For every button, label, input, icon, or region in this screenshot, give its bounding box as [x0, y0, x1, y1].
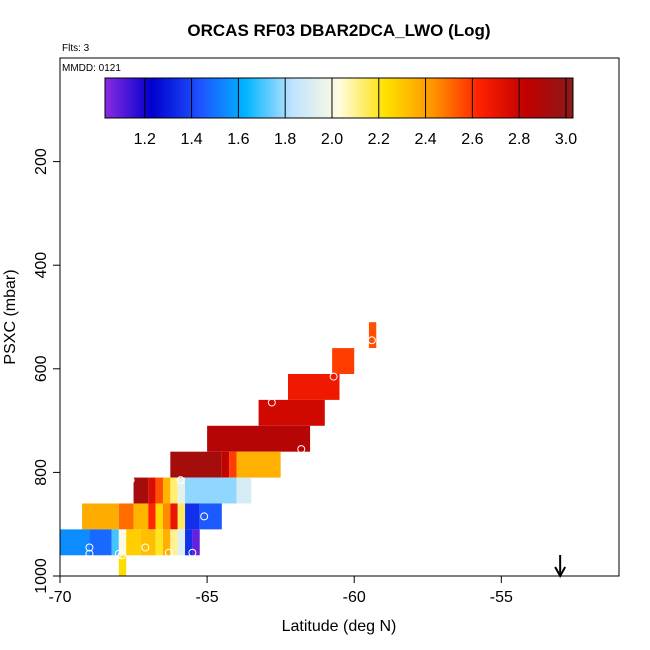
flight-marker: [188, 548, 197, 557]
y-tick-label: 1000: [33, 558, 50, 594]
colorbar-tick-label: 1.6: [227, 131, 249, 148]
heatmap-cell: [170, 477, 178, 504]
heatmap-cell: [118, 529, 127, 556]
heatmap-cell: [170, 503, 178, 530]
colorbar-tick-label: 1.2: [134, 131, 156, 148]
flight-markers: [85, 336, 376, 560]
flight-marker: [297, 445, 306, 454]
flight-marker: [367, 336, 376, 345]
heatmap-cell: [288, 373, 340, 400]
heatmap-cell: [236, 451, 281, 478]
heatmap-cell: [89, 529, 112, 556]
x-tick-label: -60: [343, 589, 366, 606]
heatmap-cell: [155, 503, 163, 530]
heatmap-cell: [126, 529, 141, 556]
x-tick-label: -70: [48, 589, 71, 606]
colorbar-tick-label: 2.8: [508, 131, 530, 148]
heatmap-cell: [133, 477, 149, 504]
direction-arrow: [554, 555, 567, 579]
flight-marker: [176, 476, 185, 485]
heatmap-cell: [185, 477, 237, 504]
heatmap-cell: [192, 529, 200, 556]
colorbar-tick-label: 1.4: [180, 131, 202, 148]
heatmap-cell: [185, 529, 193, 556]
heatmap-cell: [199, 503, 222, 530]
y-tick-label: 200: [33, 148, 50, 175]
heatmap-cell: [170, 529, 178, 556]
heatmap-cell: [177, 529, 186, 556]
y-tick-label: 400: [33, 252, 50, 279]
arrow-head-icon: [554, 566, 567, 579]
flight-marker: [117, 551, 126, 560]
flights-label: Flts: 3: [62, 43, 90, 54]
x-axis-label: Latitude (deg N): [282, 618, 397, 635]
heatmap-cell: [148, 477, 156, 504]
heatmap-cell: [221, 451, 230, 478]
heatmap-cell: [185, 503, 200, 530]
y-axis-label: PSXC (mbar): [2, 269, 19, 364]
heatmap-cell: [229, 451, 237, 478]
heatmap-cell: [155, 529, 163, 556]
chart-title: ORCAS RF03 DBAR2DCA_LWO (Log): [187, 21, 490, 40]
flight-marker: [141, 543, 150, 552]
colorbar-tick-label: 1.8: [274, 131, 296, 148]
heatmap-cell: [148, 503, 156, 530]
x-tick-label: -65: [196, 589, 219, 606]
heatmap-cell: [162, 529, 171, 556]
colorbar-tick-label: 2.6: [461, 131, 483, 148]
flight-marker: [200, 512, 209, 521]
x-axis: -70 -65 -60 -55: [48, 575, 513, 606]
colorbar: 1.2 1.4 1.6 1.8 2.0 2.2 2.4 2.6 2.8 3.0: [104, 77, 577, 148]
heatmap-cell: [177, 503, 186, 530]
heatmap-cell: [140, 529, 156, 556]
y-tick-label: 600: [33, 355, 50, 382]
colorbar-tick-label: 2.2: [368, 131, 390, 148]
colorbar-tick-label: 2.4: [414, 131, 436, 148]
flight-marker: [85, 549, 94, 558]
heatmap-cell: [162, 503, 171, 530]
heatmap-cell: [207, 425, 311, 452]
heatmap-cell: [236, 477, 252, 504]
heatmap-cell: [177, 477, 186, 504]
colorbar-tick-label: 2.0: [321, 131, 343, 148]
flight-marker: [267, 398, 276, 407]
heatmap-cell: [133, 503, 149, 530]
heatmap-cell: [111, 529, 119, 556]
colorbar-gradient: [104, 77, 574, 119]
heatmap-cell: [162, 477, 171, 504]
flight-marker: [126, 476, 135, 485]
mmdd-label: MMDD: 0121: [62, 63, 121, 74]
flight-marker: [85, 543, 94, 552]
heatmap-cell: [82, 503, 119, 530]
heatmap-cell: [332, 348, 355, 374]
heatmap-cell: [258, 399, 325, 426]
flight-marker: [329, 372, 338, 381]
x-tick-label: -55: [490, 589, 513, 606]
heatmap-cell: [368, 322, 377, 349]
y-tick-label: 800: [33, 459, 50, 486]
heatmap-cell: [170, 451, 222, 478]
colorbar-tick-label: 3.0: [555, 131, 577, 148]
heatmap-cell: [118, 555, 127, 576]
heatmap-cell: [155, 477, 163, 504]
heatmap-cell: [60, 529, 90, 556]
heatmap-cells: [60, 322, 377, 576]
y-axis: 200 400 600 800 1000: [33, 148, 61, 594]
heatmap-cell: [118, 503, 134, 530]
flight-marker: [164, 548, 173, 557]
